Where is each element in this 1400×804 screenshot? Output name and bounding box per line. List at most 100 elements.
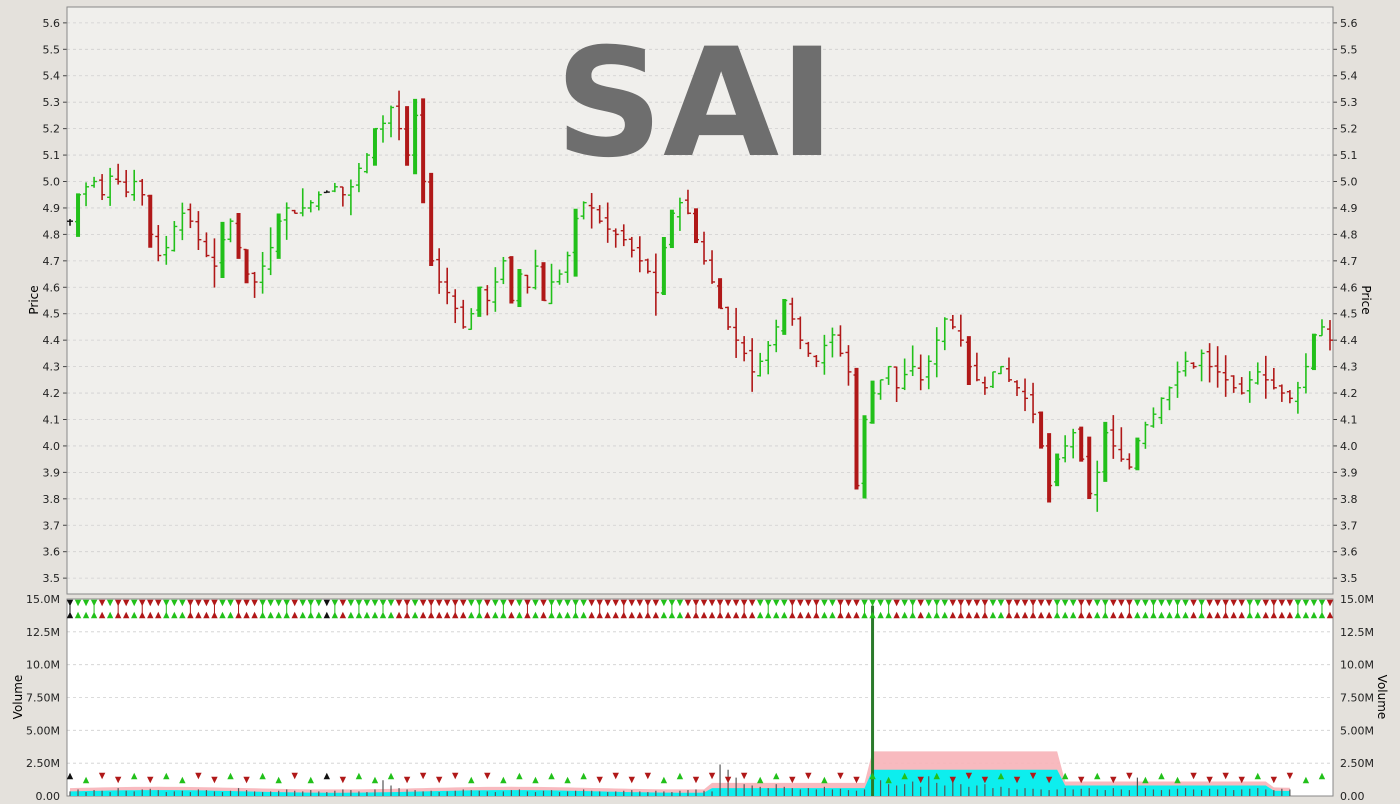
signal-marker-top xyxy=(1134,599,1141,607)
signal-marker-bottom xyxy=(339,611,347,619)
signal-marker-top xyxy=(773,599,780,607)
ohlc-bar xyxy=(1310,333,1317,371)
signal-marker-top xyxy=(700,599,708,607)
ohlc-bar xyxy=(283,202,290,240)
signal-marker-top xyxy=(267,599,274,607)
signal-marker-top xyxy=(460,599,467,607)
signal-marker-top xyxy=(291,599,298,607)
signal-marker-bottom xyxy=(1326,611,1334,619)
ohlc-bar xyxy=(460,299,467,329)
ohlc-bar xyxy=(1005,357,1012,383)
ohlc-bar xyxy=(540,262,547,302)
signal-marker-top xyxy=(652,599,660,607)
price-tick-label-right: 4.6 xyxy=(1340,281,1358,294)
signal-marker-top xyxy=(203,599,210,607)
price-tick-label-left: 5.1 xyxy=(43,149,61,162)
volume-signal-marker xyxy=(628,776,635,784)
signal-marker-bottom xyxy=(179,611,186,619)
volume-signal-marker xyxy=(692,776,700,784)
ohlc-bar xyxy=(604,202,611,243)
ohlc-bar xyxy=(436,248,443,294)
signal-marker-top xyxy=(1110,599,1117,607)
ohlc-bar xyxy=(733,307,740,358)
volume-signal-marker xyxy=(756,776,764,784)
signal-marker-top xyxy=(636,599,644,607)
volume-tick-label-left: 7.50M xyxy=(26,692,60,705)
signal-marker-top xyxy=(492,599,499,607)
signal-marker-top xyxy=(1190,599,1197,607)
ohlc-bar xyxy=(516,269,523,308)
ohlc-bar xyxy=(1158,397,1165,425)
signal-marker-bottom xyxy=(155,611,162,619)
signal-marker-bottom xyxy=(131,611,138,619)
signal-marker-bottom xyxy=(805,611,812,619)
signal-marker-bottom xyxy=(1013,611,1021,619)
ohlc-bar xyxy=(1238,377,1245,395)
ohlc-bar xyxy=(67,219,73,226)
signal-marker-bottom xyxy=(1166,611,1173,619)
ohlc-bar xyxy=(1318,319,1325,337)
ohlc-bar xyxy=(580,201,587,220)
signal-marker-top xyxy=(323,599,331,607)
signal-marker-bottom xyxy=(219,611,226,619)
ohlc-bar xyxy=(1206,343,1213,383)
volume-signal-marker xyxy=(917,776,924,784)
signal-marker-bottom xyxy=(1110,611,1117,619)
ohlc-bar xyxy=(949,314,956,330)
signal-marker-bottom xyxy=(700,611,708,619)
volume-signal-marker xyxy=(1174,776,1181,784)
price-axis-label-left: Price xyxy=(27,285,41,314)
signal-marker-bottom xyxy=(773,611,780,619)
signal-marker-top xyxy=(98,599,106,607)
volume-signal-marker xyxy=(901,772,908,780)
ohlc-bar xyxy=(636,236,643,273)
volume-signal-marker xyxy=(243,776,250,784)
signal-marker-top xyxy=(1142,599,1149,607)
ohlc-bar xyxy=(147,194,154,248)
ohlc-bar xyxy=(829,327,836,358)
ohlc-bar xyxy=(1022,378,1029,412)
ohlc-bar xyxy=(564,251,571,283)
volume-signal-marker xyxy=(484,772,491,780)
price-tick-label-right: 5.0 xyxy=(1340,176,1358,189)
volume-signal-marker xyxy=(179,776,186,784)
signal-marker-bottom xyxy=(1142,611,1149,619)
ohlc-bar xyxy=(251,271,258,298)
price-tick-label-left: 4.3 xyxy=(43,361,61,374)
signal-marker-top xyxy=(1310,599,1318,607)
price-tick-label-left: 5.6 xyxy=(43,17,61,30)
volume-signal-marker xyxy=(1286,772,1294,780)
signal-marker-top xyxy=(660,599,668,607)
ohlc-bar xyxy=(628,236,635,258)
ohlc-bar xyxy=(1134,437,1141,471)
ohlc-bar xyxy=(508,256,515,304)
price-tick-label-right: 4.2 xyxy=(1340,387,1358,400)
signal-marker-top xyxy=(179,599,186,607)
ohlc-series xyxy=(67,90,1333,512)
signal-marker-top xyxy=(339,599,347,607)
signal-marker-top xyxy=(508,599,515,607)
volume-axis-label-left: Volume xyxy=(11,675,25,720)
signal-marker-bottom xyxy=(1069,611,1077,619)
ohlc-bar xyxy=(123,169,130,198)
volume-signal-marker xyxy=(419,772,427,780)
volume-signal-marker xyxy=(1318,772,1326,780)
volume-signal-marker xyxy=(131,772,138,780)
price-tick-label-right: 3.5 xyxy=(1340,572,1358,585)
ohlc-bar xyxy=(821,334,828,375)
ohlc-bar xyxy=(163,235,170,265)
signal-marker-bottom xyxy=(1134,611,1141,619)
signal-marker-bottom xyxy=(516,611,523,619)
ohlc-bar xyxy=(235,212,242,259)
price-tick-label-left: 3.7 xyxy=(43,519,61,532)
signal-marker-top xyxy=(1326,599,1334,607)
signal-marker-bottom xyxy=(917,611,924,619)
volume-signal-marker xyxy=(837,772,844,780)
signal-marker-top xyxy=(845,599,852,607)
price-grid xyxy=(67,22,1333,579)
signal-marker-bottom xyxy=(106,611,114,619)
signal-marker-bottom xyxy=(556,611,563,619)
volume-signal-marker xyxy=(1029,772,1037,780)
price-panel[interactable] xyxy=(67,7,1333,594)
price-tick-label-left: 4.5 xyxy=(43,308,61,321)
